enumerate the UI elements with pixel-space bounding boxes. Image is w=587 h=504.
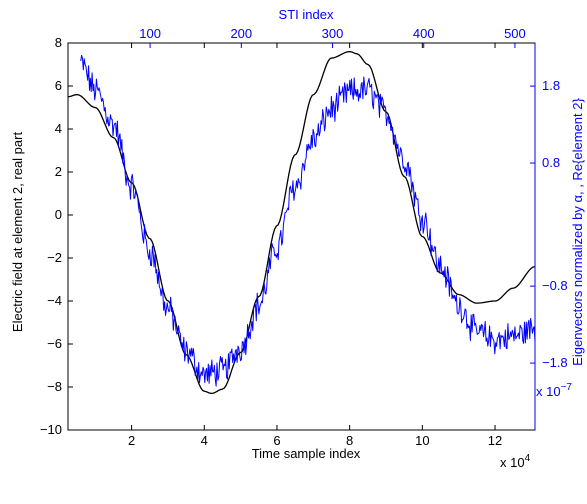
top-x-tick-label: 400 [413, 26, 435, 41]
y-tick-label: 8 [55, 35, 62, 50]
y-tick-label: −2 [47, 250, 62, 265]
plot-frame [67, 42, 536, 431]
right-y-tick-label: −1.8 [542, 355, 568, 370]
right-y-tick-label: 0.8 [542, 155, 560, 170]
y-tick-label: 4 [55, 121, 62, 136]
y-tick-label: −4 [47, 293, 62, 308]
axes: 2 4 6 8 10 12 8 6 4 2 0 −2 −4 −6 −8 −10 100 200 300 400 500 1… [40, 26, 568, 448]
x-tick-label: 6 [273, 433, 280, 448]
x-axis-label: Time sample index [252, 446, 361, 461]
top-x-tick-label: 300 [322, 26, 344, 41]
x-axis-exponent-base: x 10 [500, 455, 525, 470]
x-tick-label: 10 [415, 433, 429, 448]
y-tick-label: −8 [47, 379, 62, 394]
x-tick-label: 4 [201, 433, 208, 448]
right-y-axis-label: Eigenvectors normalized by α, , Re{eleme… [570, 98, 585, 366]
right-y-tick-label: −0.8 [542, 278, 568, 293]
series-line-electric-field [67, 50, 536, 395]
right-axis-exponent: x 10−7 [536, 382, 572, 399]
x-axis-exponent: x 104 [500, 453, 531, 470]
y-tick-label: 0 [55, 207, 62, 222]
x-tick-label: 12 [488, 433, 502, 448]
series-layer [67, 50, 536, 395]
x-axis-exponent-power: 4 [525, 453, 531, 464]
series-line-eigenvector [80, 54, 536, 387]
y-tick-label: −10 [40, 422, 62, 437]
y-tick-label: 2 [55, 164, 62, 179]
top-x-tick-label: 100 [139, 26, 161, 41]
x-tick-label: 2 [128, 433, 135, 448]
y-axis-label: Electric field at element 2, real part [10, 132, 25, 333]
top-x-tick-label: 200 [230, 26, 252, 41]
right-axis-exponent-power: −7 [561, 382, 573, 393]
top-x-tick-label: 500 [504, 26, 526, 41]
top-x-axis-label: STI index [279, 7, 334, 22]
x-tick-label: 8 [346, 433, 353, 448]
y-tick-label: 6 [55, 78, 62, 93]
right-y-tick-label: 1.8 [542, 78, 560, 93]
right-axis-exponent-base: x 10 [536, 384, 561, 399]
y-tick-label: −6 [47, 336, 62, 351]
